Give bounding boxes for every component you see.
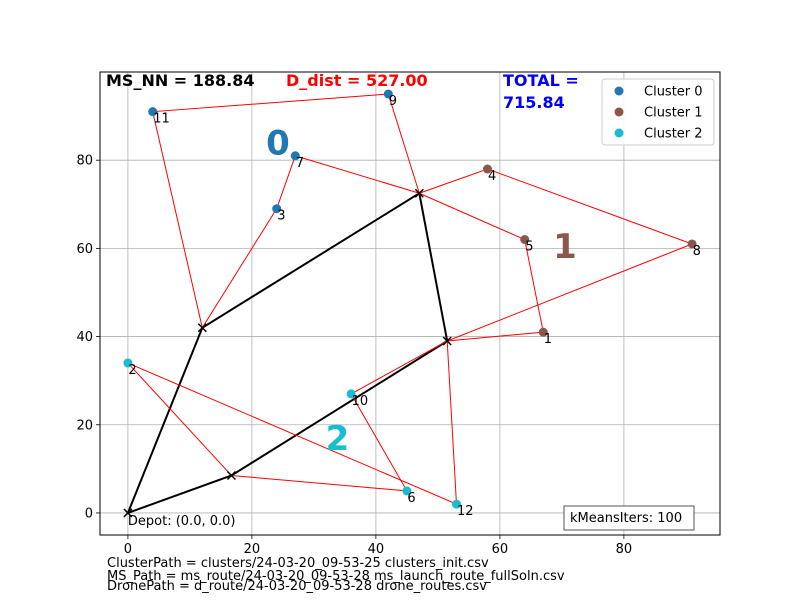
customer-node [538, 327, 548, 337]
legend-marker [614, 86, 624, 96]
x-tick-label: 0 [124, 542, 132, 557]
customer-node [346, 389, 356, 399]
customer-node [452, 499, 461, 509]
y-tick-label: 20 [76, 418, 93, 433]
customer-node-label: 2 [128, 363, 136, 378]
cluster-label: 0 [266, 124, 290, 164]
customer-node-label: 7 [296, 156, 304, 171]
customer-node [520, 235, 530, 245]
customer-node-label: 11 [153, 112, 170, 127]
drone-route-line [127, 340, 458, 505]
depot-label: Depot: (0.0, 0.0) [128, 514, 236, 529]
customer-node [290, 151, 300, 161]
drone-route-line [152, 93, 420, 328]
x-tick-label: 20 [244, 542, 261, 557]
x-tick-label: 80 [616, 542, 633, 557]
cluster-labels: 0 1 2 [266, 124, 577, 459]
customer-node [272, 204, 282, 214]
drone-route-line [419, 192, 544, 342]
customer-node-label: 8 [693, 244, 701, 259]
y-tick-label: 0 [85, 506, 93, 521]
launch-point-marker [226, 470, 236, 481]
drone-route-line [201, 155, 420, 329]
cluster-path-text: ClusterPath = clusters/24-03-20_09-53-25… [107, 556, 489, 571]
customer-node-label: 10 [352, 394, 369, 409]
customer-node [402, 486, 412, 496]
customer-node [383, 89, 393, 99]
legend-box [601, 78, 715, 146]
customer-node-label: 4 [488, 169, 496, 184]
iterations-label: kMeansIters: 100 [570, 511, 682, 526]
launch-point-marker [197, 323, 207, 333]
launch-point-marker [123, 508, 133, 518]
drone-path-text: DronePath = d_route/24-03-20_09-53-28 dr… [107, 579, 487, 594]
legend-label: Cluster 1 [644, 106, 703, 121]
iterations-box: kMeansIters: 100 [563, 505, 695, 531]
x-tick-label: 60 [492, 542, 509, 557]
x-tick-label: 40 [368, 542, 385, 557]
y-tick-label: 40 [76, 330, 93, 345]
ms-route [126, 191, 449, 514]
legend-marker [614, 128, 624, 138]
customer-node-label: 5 [525, 240, 533, 255]
launch-point-marker [442, 336, 452, 346]
legend-marker [614, 107, 624, 117]
legend-label: Cluster 0 [644, 85, 703, 100]
drone-route-line [231, 340, 448, 492]
ms-route-line [126, 191, 449, 514]
drone-route-line [419, 168, 694, 342]
customer-node-label: 12 [457, 504, 474, 519]
ms-path-text: MS_Path = ms_route/24-03-20_09-53-28 ms_… [107, 569, 565, 584]
plot-frame [99, 71, 721, 536]
total-distance-value: 715.84 [503, 93, 565, 112]
grid [100, 72, 720, 535]
legend-label: Cluster 2 [644, 127, 703, 142]
launch-point-marker [414, 188, 424, 198]
launch-points [123, 188, 452, 518]
y-tick-label: 60 [76, 242, 93, 257]
cluster-label: 1 [553, 227, 577, 267]
customer-node-label: 6 [407, 491, 415, 506]
ms-nn-distance: MS_NN = 188.84 [106, 71, 255, 90]
customer-node-label: 9 [389, 94, 397, 109]
customer-node-label: 3 [277, 209, 285, 224]
axis-ticks: 0 20 40 60 80 0 20 40 60 80 [76, 154, 632, 557]
customer-node [123, 358, 133, 368]
customer-node [483, 164, 492, 174]
cluster-label: 2 [326, 419, 350, 459]
customer-node [148, 107, 158, 117]
drone-distance: D_dist = 527.00 [286, 71, 428, 90]
customer-node [687, 239, 697, 249]
total-distance-label: TOTAL = [503, 71, 579, 90]
drone-routes [127, 93, 694, 505]
y-tick-label: 80 [76, 154, 93, 169]
customer-node-label: 1 [544, 332, 552, 347]
legend: Cluster 0 Cluster 1 Cluster 2 [601, 78, 715, 146]
